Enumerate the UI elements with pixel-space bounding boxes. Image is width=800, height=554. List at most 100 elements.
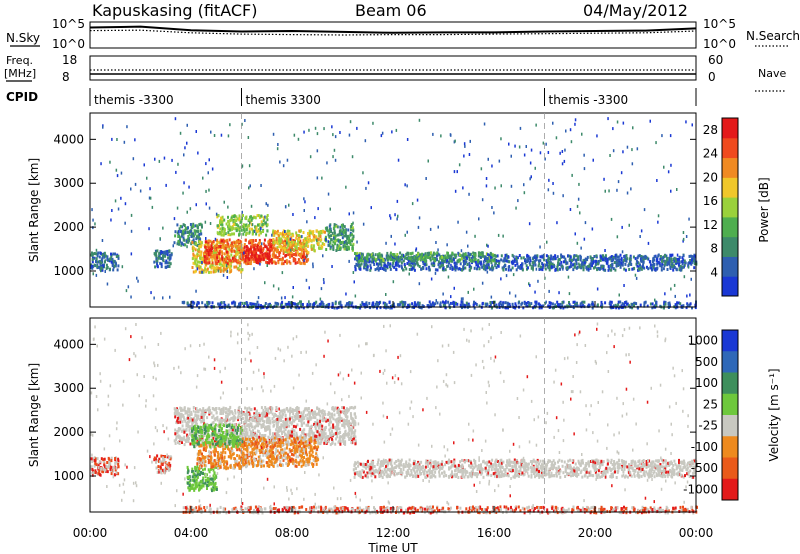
heatmap-cell (262, 216, 265, 220)
heatmap-cell (340, 223, 343, 227)
heatmap-cell (614, 268, 617, 272)
heatmap-cell (441, 261, 444, 265)
heatmap-cell (651, 302, 654, 306)
heatmap-cell (502, 301, 505, 305)
heatmap-cell (97, 464, 100, 468)
heatmap-cell (173, 241, 176, 245)
heatmap-cell (280, 237, 283, 241)
heatmap-cell (348, 236, 351, 240)
heatmap-cell (611, 262, 614, 266)
heatmap-cell (454, 265, 457, 269)
heatmap-cell (242, 248, 245, 252)
heatmap-cell (368, 301, 371, 305)
heatmap-cell (550, 254, 553, 258)
heatmap-cell (233, 255, 236, 259)
heatmap-cell (651, 306, 654, 310)
heatmap-cell (415, 247, 418, 251)
heatmap-cell (216, 253, 219, 257)
heatmap-cell (286, 241, 288, 245)
heatmap-cell (280, 296, 283, 300)
heatmap-cell (289, 250, 292, 254)
heatmap-cell (166, 249, 169, 253)
heatmap-cell (437, 225, 439, 229)
heatmap-cell (217, 214, 220, 218)
velocity-heatmap (90, 322, 698, 515)
heatmap-cell (104, 468, 107, 472)
heatmap-cell (91, 471, 94, 475)
heatmap-cell (201, 301, 204, 305)
heatmap-cell (169, 295, 171, 299)
heatmap-cell (192, 300, 195, 304)
heatmap-cell (550, 265, 553, 269)
heatmap-cell (243, 245, 246, 249)
heatmap-cell (554, 257, 557, 261)
heatmap-cell (554, 268, 557, 272)
heatmap-cell (616, 120, 619, 124)
heatmap-cell (267, 411, 270, 415)
heatmap-cell (247, 262, 250, 265)
heatmap-cell (346, 235, 349, 239)
heatmap-cell (352, 235, 355, 239)
heatmap-cell (256, 258, 259, 262)
heatmap-cell (107, 464, 110, 468)
heatmap-cell (551, 263, 554, 267)
heatmap-cell (295, 231, 298, 235)
heatmap-cell (273, 239, 276, 243)
heatmap-cell (332, 133, 334, 137)
heatmap-cell (250, 252, 253, 256)
heatmap-cell (497, 264, 500, 268)
heatmap-cell (315, 300, 318, 304)
heatmap-cell (628, 268, 631, 271)
heatmap-cell (256, 413, 259, 417)
heatmap-cell (238, 240, 241, 244)
heatmap-cell (210, 255, 212, 259)
heatmap-cell (479, 253, 482, 257)
heatmap-cell (548, 289, 550, 293)
heatmap-cell (98, 469, 101, 473)
heatmap-cell (445, 257, 447, 261)
heatmap-cell (556, 255, 559, 259)
heatmap-cell (635, 276, 638, 280)
heatmap-cell (223, 200, 225, 204)
heatmap-cell (295, 246, 298, 250)
heatmap-cell (659, 257, 662, 261)
heatmap-cell (693, 266, 696, 270)
heatmap-cell (210, 249, 213, 253)
heatmap-cell (155, 460, 157, 464)
heatmap-cell (115, 262, 117, 266)
heatmap-cell (241, 301, 244, 305)
heatmap-cell (561, 255, 564, 259)
heatmap-cell (677, 261, 680, 265)
heatmap-cell (290, 248, 292, 252)
heatmap-cell (379, 259, 382, 263)
heatmap-cell (205, 255, 208, 259)
heatmap-cell (533, 304, 536, 308)
heatmap-cell (96, 254, 99, 258)
heatmap-cell (685, 306, 688, 310)
heatmap-cell (465, 256, 468, 260)
heatmap-cell (344, 231, 347, 235)
heatmap-cell (590, 259, 593, 263)
heatmap-cell (512, 273, 515, 277)
heatmap-cell (165, 462, 168, 465)
heatmap-cell (306, 258, 309, 262)
heatmap-cell (510, 154, 512, 158)
heatmap-cell (294, 261, 297, 265)
frequency-right-label: Nave (758, 67, 786, 80)
heatmap-cell (259, 240, 261, 244)
heatmap-cell (183, 435, 186, 439)
heatmap-cell (397, 259, 400, 263)
heatmap-cell (326, 226, 329, 230)
heatmap-cell (534, 166, 536, 170)
heatmap-cell (411, 202, 414, 206)
heatmap-cell (493, 257, 496, 261)
heatmap-cell (693, 257, 696, 261)
heatmap-cell (527, 259, 530, 263)
heatmap-cell (553, 257, 556, 261)
heatmap-cell (578, 265, 581, 269)
heatmap-cell (309, 155, 312, 159)
heatmap-cell (308, 441, 311, 444)
power-colorbar-swatch (722, 157, 738, 178)
heatmap-cell (455, 301, 457, 305)
heatmap-cell (193, 229, 196, 233)
